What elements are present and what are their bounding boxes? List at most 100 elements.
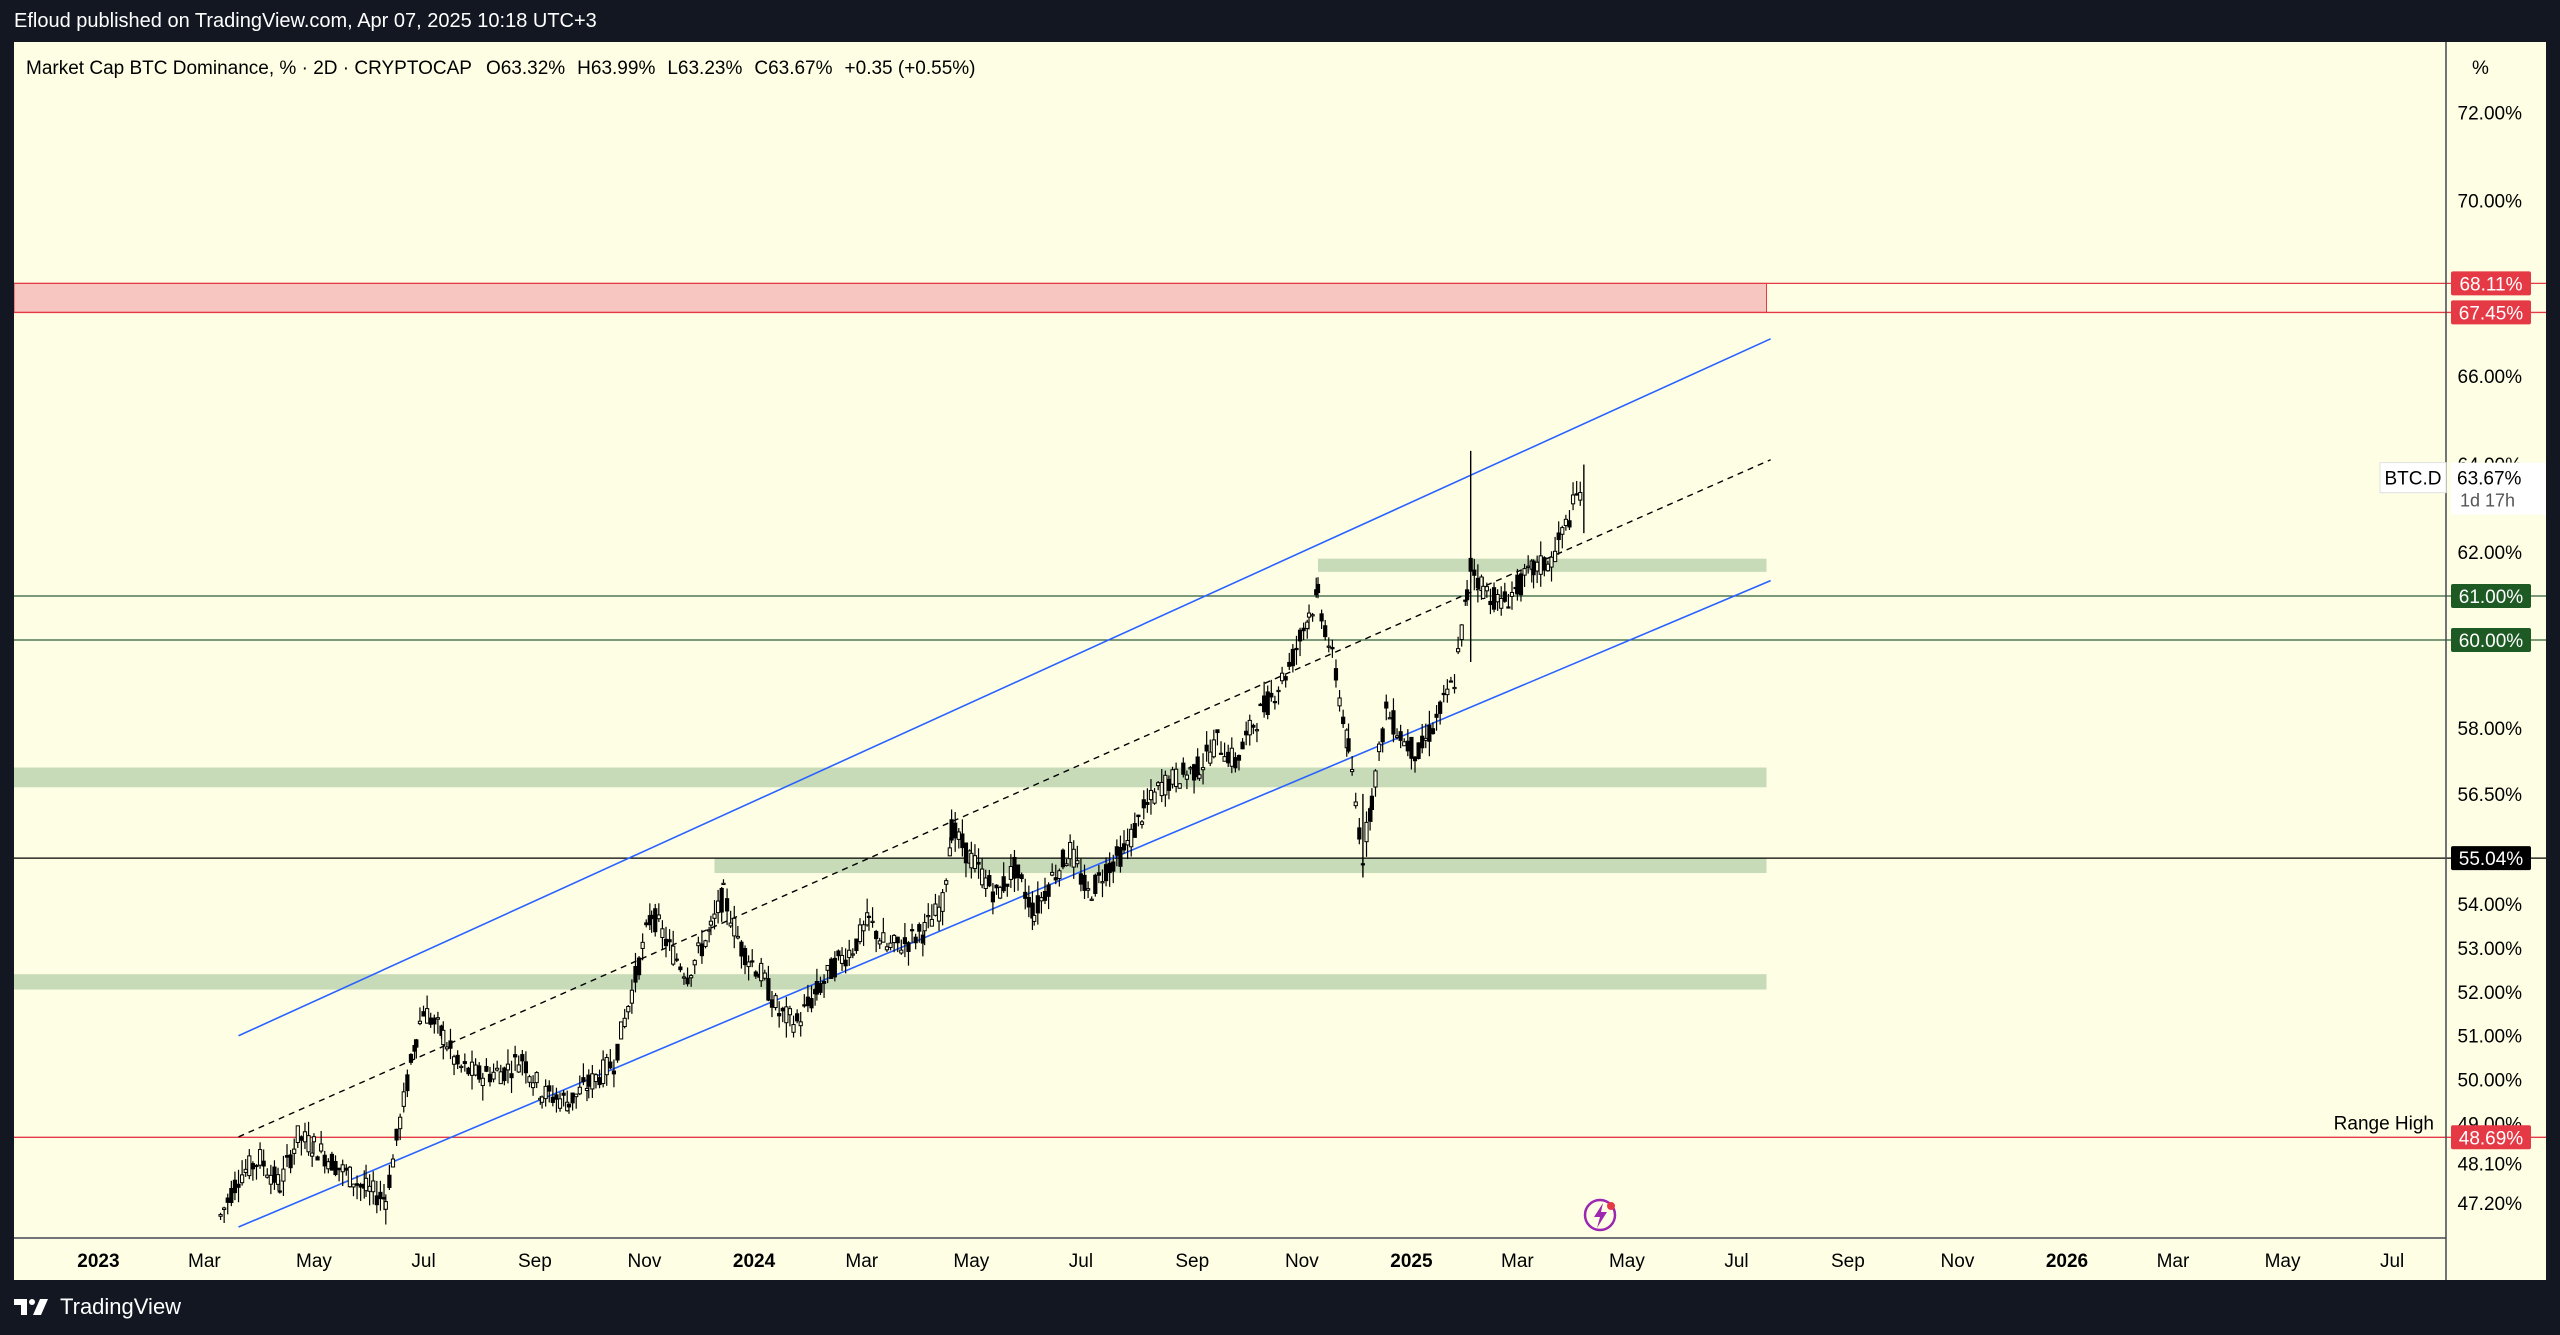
x-tick-label: Sep (1831, 1251, 1865, 1272)
candle-body (295, 1125, 300, 1144)
candle-body (566, 1103, 572, 1108)
candle-body (1574, 493, 1579, 496)
candle-body (926, 915, 931, 918)
candle-body (1301, 627, 1306, 632)
candle-body (1448, 680, 1454, 683)
candle-body (742, 948, 748, 966)
candle-body (956, 831, 961, 840)
candle-body (1208, 751, 1213, 764)
candle-body (836, 950, 841, 957)
candle-body (784, 1006, 789, 1024)
candle-body (821, 980, 827, 984)
candle-body (854, 938, 859, 952)
candle-body (378, 1191, 383, 1200)
candle-body (448, 1040, 453, 1049)
axis-unit-label[interactable]: % (2472, 58, 2489, 79)
candle-body (847, 949, 852, 959)
chart-canvas[interactable]: 72.00%70.00%66.00%64.00%62.00%58.00%56.5… (14, 42, 2546, 1280)
chart-legend: Market Cap BTC Dominance, % · 2D · CRYPT… (26, 58, 976, 79)
candle-body (644, 922, 649, 926)
candle-body (398, 1116, 403, 1130)
candle-body (1326, 645, 1331, 648)
y-tick-label: 62.00% (2458, 543, 2523, 564)
candle-body (814, 980, 819, 995)
ohlc-close: C63.67% (754, 58, 832, 79)
candle-body (1491, 587, 1497, 610)
candle-body (1075, 860, 1080, 865)
candle-body (805, 996, 811, 1007)
candle-body (870, 920, 875, 924)
candle-body (284, 1155, 290, 1158)
time-axis[interactable]: 2023 Mar May Jul Sep Nov 2024 Mar May Jul Sep Nov 20… (77, 1251, 2404, 1272)
candle-body (857, 924, 863, 943)
flash-icon[interactable] (1583, 1198, 1617, 1232)
candle-body (719, 887, 724, 913)
candle-body (597, 1077, 602, 1086)
price-tag-label: 68.11% (2459, 274, 2522, 295)
candle-body (1226, 751, 1231, 764)
candle-body (1132, 823, 1137, 838)
ohlc-high: H63.99% (577, 58, 655, 79)
channel-upper-line[interactable] (238, 338, 1771, 1037)
candle-body (408, 1053, 414, 1063)
candle-body (1166, 778, 1172, 791)
candle-body (829, 958, 834, 979)
chart-area[interactable]: 72.00%70.00%66.00%64.00%62.00%58.00%56.5… (14, 42, 2546, 1280)
candle-body (1039, 897, 1044, 902)
candle-body (707, 929, 712, 932)
candle-body (484, 1065, 489, 1072)
channel-mid-line[interactable] (238, 459, 1771, 1138)
candle-body (1174, 768, 1179, 787)
candle-body (570, 1092, 575, 1104)
candle-body (949, 819, 954, 841)
candle-body (724, 898, 730, 912)
candle-body (615, 1043, 620, 1061)
candle-body (1430, 728, 1436, 735)
candle-body (1197, 774, 1202, 779)
candle-body (839, 954, 845, 964)
candle-body (1376, 743, 1382, 753)
candle-body (940, 892, 945, 912)
channel-layer[interactable] (238, 338, 1771, 1228)
candle-body (604, 1057, 609, 1076)
candle-body (1023, 891, 1028, 899)
candle-body (322, 1154, 327, 1167)
candle-body (1319, 613, 1324, 622)
candle-body (626, 1005, 631, 1013)
candle-body (250, 1163, 255, 1170)
candle-body (1247, 719, 1252, 736)
x-tick-label: Sep (518, 1251, 552, 1272)
candle-body (1515, 574, 1520, 595)
y-tick-label: 48.10% (2458, 1154, 2523, 1175)
candle-body (913, 936, 918, 944)
tradingview-logo-icon (14, 1299, 48, 1315)
candle-body (1188, 767, 1193, 770)
candle-body (715, 900, 721, 914)
candle-body (1001, 876, 1006, 892)
candle-body (1456, 648, 1461, 653)
candle-body (1046, 884, 1051, 897)
candle-body (892, 934, 897, 944)
candle-body (333, 1161, 338, 1176)
candle-body (539, 1096, 545, 1103)
y-tick-label: 53.00% (2458, 939, 2523, 960)
support-zone (14, 974, 1767, 990)
candle-body (920, 934, 925, 944)
channel-lower-line[interactable] (238, 579, 1771, 1228)
candle-body (1019, 874, 1024, 880)
candle-body (340, 1164, 345, 1173)
candle-body (401, 1091, 406, 1107)
candle-body (721, 882, 726, 886)
candle-body (987, 875, 992, 887)
candle-body (1526, 565, 1531, 568)
candle-body (387, 1174, 392, 1188)
candle-body (685, 977, 690, 985)
candle-body (236, 1183, 241, 1188)
candle-body (1240, 741, 1245, 750)
candle-body (527, 1076, 532, 1083)
price-tag-bg (2451, 300, 2531, 325)
x-tick-label: Mar (2157, 1251, 2190, 1272)
candle-body (1191, 764, 1197, 781)
candle-body (441, 1029, 446, 1046)
candle-body (1488, 600, 1493, 606)
